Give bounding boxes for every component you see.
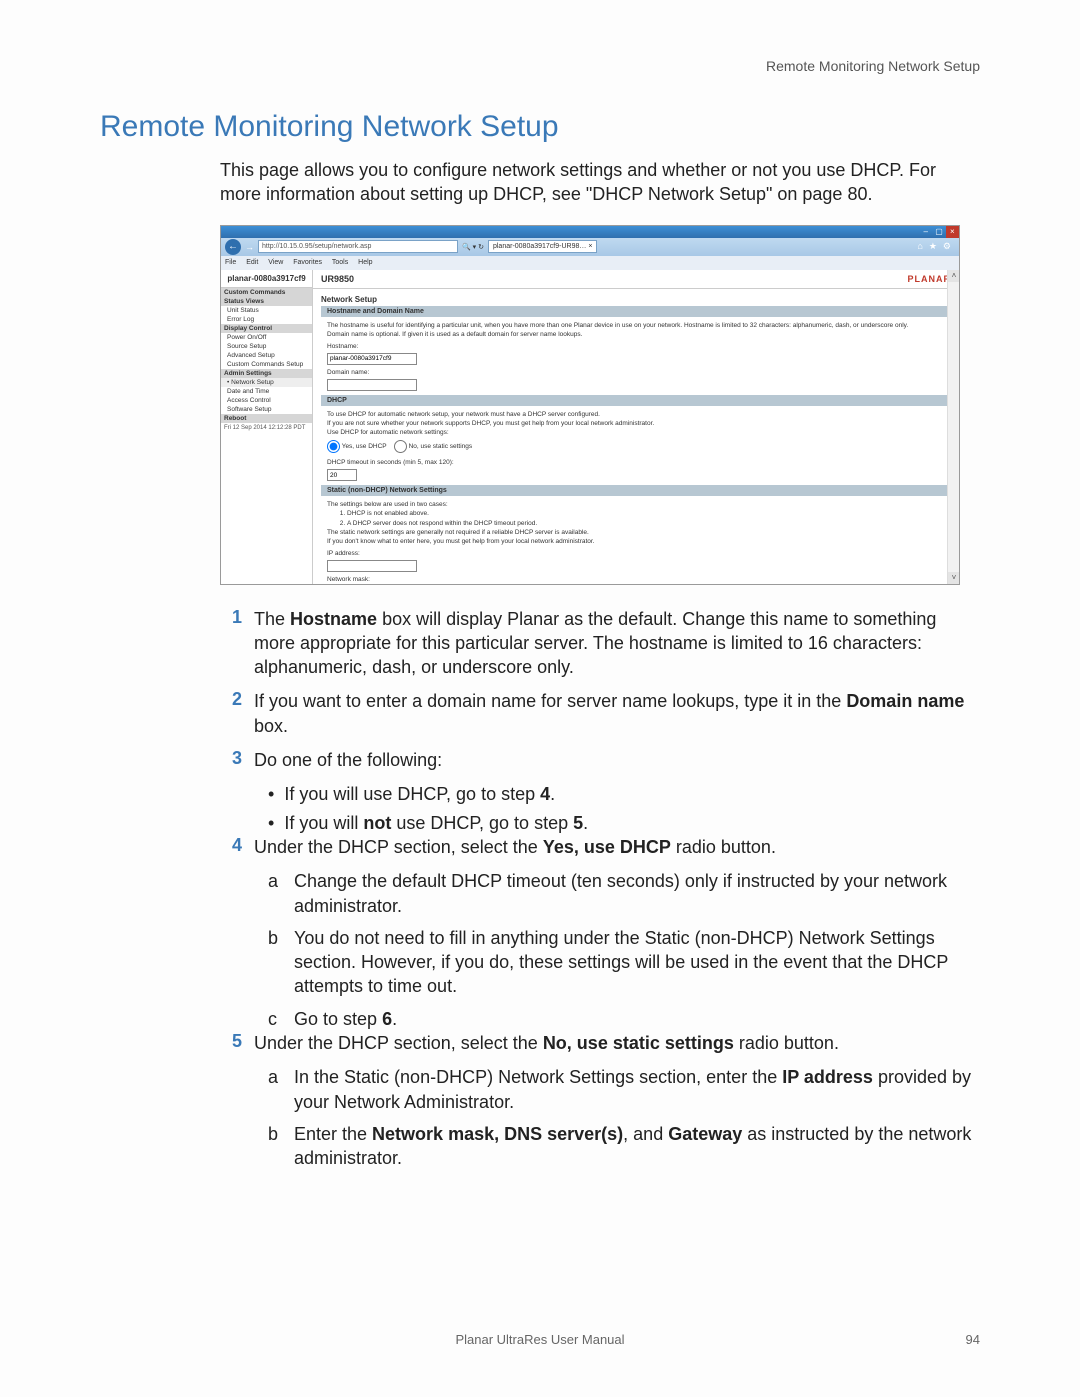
scroll-up-icon[interactable]: ˄ [948,270,959,282]
instructions: 1 The Hostname box will display Planar a… [220,607,980,1171]
sidebar-item[interactable]: Date and Time [221,387,312,396]
desc-text: To use DHCP for automatic network setup,… [327,410,945,419]
menu-view[interactable]: View [268,259,283,266]
intro-paragraph: This page allows you to configure networ… [220,158,980,207]
hostname-header: Hostname and Domain Name [321,306,951,317]
static-block: The settings below are used in two cases… [313,496,959,583]
step-2: 2 If you want to enter a domain name for… [220,689,980,738]
browser-menu: File Edit View Favorites Tools Help [221,256,959,270]
content-area: planar-0080a3917cf9 Custom Commands Stat… [221,270,959,584]
sidebar-item[interactable]: Access Control [221,396,312,405]
form-title: Network Setup [313,289,959,306]
step-4a: aChange the default DHCP timeout (ten se… [268,869,980,918]
desc-text: Use DHCP for automatic network settings: [327,428,945,437]
device-id: planar-0080a3917cf9 [221,270,312,288]
mask-label: Network mask: [327,575,945,584]
maximize-icon[interactable]: ▢ [932,226,945,238]
static-header: Static (non-DHCP) Network Settings [321,485,951,496]
menu-help[interactable]: Help [358,259,372,266]
sidebar-item[interactable]: Custom Commands Setup [221,360,312,369]
page-footer: Planar UltraRes User Manual 94 [100,1332,980,1347]
list-item: A DHCP server does not respond within th… [347,519,945,528]
page-header: Remote Monitoring Network Setup [766,58,980,74]
radio-yes[interactable]: Yes, use DHCP [327,443,387,450]
address-bar: ← → http://10.15.0.95/setup/network.asp … [221,238,959,256]
sidebar-item[interactable]: Error Log [221,315,312,324]
step-3-bullet: • If you will not use DHCP, go to step 5… [268,811,980,835]
desc-text: The settings below are used in two cases… [327,500,945,509]
sidebar-section[interactable]: Reboot [221,414,312,423]
step-4: 4 Under the DHCP section, select the Yes… [220,835,980,859]
toolbar-icons: ⌂ ★ ⚙ [917,241,955,252]
menu-edit[interactable]: Edit [246,259,258,266]
browser-tab[interactable]: planar-0080a3917cf9-UR98… × [488,240,597,253]
sidebar-section: Custom Commands [221,288,312,297]
home-icon[interactable]: ⌂ [917,241,922,252]
menu-tools[interactable]: Tools [332,259,348,266]
minimize-icon[interactable]: – [919,226,932,238]
sidebar-item[interactable]: Software Setup [221,405,312,414]
sidebar-item[interactable]: Source Setup [221,342,312,351]
dhcp-header: DHCP [321,395,951,406]
step-4b: bYou do not need to fill in anything und… [268,926,980,999]
window-titlebar: – ▢ × [221,226,959,238]
ip-label: IP address: [327,549,945,558]
main-panel: UR9850 PLANAR Network Setup Hostname and… [313,270,959,584]
step-3-bullet: • If you will use DHCP, go to step 4. [268,782,980,806]
sidebar-section: Status Views [221,297,312,306]
url-field[interactable]: http://10.15.0.95/setup/network.asp [258,240,458,253]
footer-center: Planar UltraRes User Manual [100,1332,980,1347]
sidebar-timestamp: Fri 12 Sep 2014 12:12:28 PDT [221,423,312,433]
sidebar-item[interactable]: Unit Status [221,306,312,315]
desc-text: If you don't know what to enter here, yo… [327,537,945,546]
step-3: 3 Do one of the following: [220,748,980,772]
brand-label: PLANAR [908,274,952,284]
desc-text: The static network settings are generall… [327,528,945,537]
gear-icon[interactable]: ⚙ [943,241,951,252]
back-button[interactable]: ← [225,239,241,255]
radio-no[interactable]: No, use static settings [394,443,472,450]
domain-label: Domain name: [327,368,945,377]
menu-favorites[interactable]: Favorites [293,259,322,266]
step-5: 5 Under the DHCP section, select the No,… [220,1031,980,1055]
desc-text: Domain name is optional. If given it is … [327,330,945,339]
page-title: Remote Monitoring Network Setup [100,110,980,144]
sidebar: planar-0080a3917cf9 Custom Commands Stat… [221,270,313,584]
scrollbar[interactable]: ˄ ˅ [947,270,959,584]
hostname-block: The hostname is useful for identifying a… [313,317,959,395]
hostname-input[interactable] [327,353,417,365]
desc-text: If you are not sure whether your network… [327,419,945,428]
step-5b: bEnter the Network mask, DNS server(s), … [268,1122,980,1171]
sidebar-item-network[interactable]: • Network Setup [221,378,312,387]
desc-text: The hostname is useful for identifying a… [327,321,945,330]
sidebar-item[interactable]: Power On/Off [221,333,312,342]
sidebar-section: Admin Settings [221,369,312,378]
step-4c: cGo to step 6. [268,1007,980,1031]
hostname-label: Hostname: [327,342,945,351]
forward-button[interactable]: → [245,242,254,252]
step-5a: aIn the Static (non-DHCP) Network Settin… [268,1065,980,1114]
menu-file[interactable]: File [225,259,236,266]
sidebar-item[interactable]: Advanced Setup [221,351,312,360]
timeout-input[interactable] [327,469,357,481]
main-header: UR9850 PLANAR [313,270,959,289]
dhcp-block: To use DHCP for automatic network setup,… [313,406,959,485]
dhcp-radio-row: Yes, use DHCP No, use static settings [327,440,945,453]
sidebar-section: Display Control [221,324,312,333]
domain-input[interactable] [327,379,417,391]
favorite-icon[interactable]: ★ [929,241,937,252]
step-1: 1 The Hostname box will display Planar a… [220,607,980,680]
window-controls: – ▢ × [919,226,959,238]
ip-input[interactable] [327,560,417,572]
document-page: Remote Monitoring Network Setup Remote M… [0,0,1080,1397]
close-icon[interactable]: × [946,226,959,238]
list-item: DHCP is not enabled above. [347,509,945,518]
timeout-label: DHCP timeout in seconds (min 5, max 120)… [327,458,945,467]
model-label: UR9850 [321,274,354,284]
scb[interactable]: ˅ [948,572,959,584]
browser-screenshot: – ▢ × ← → http://10.15.0.95/setup/networ… [220,225,960,585]
